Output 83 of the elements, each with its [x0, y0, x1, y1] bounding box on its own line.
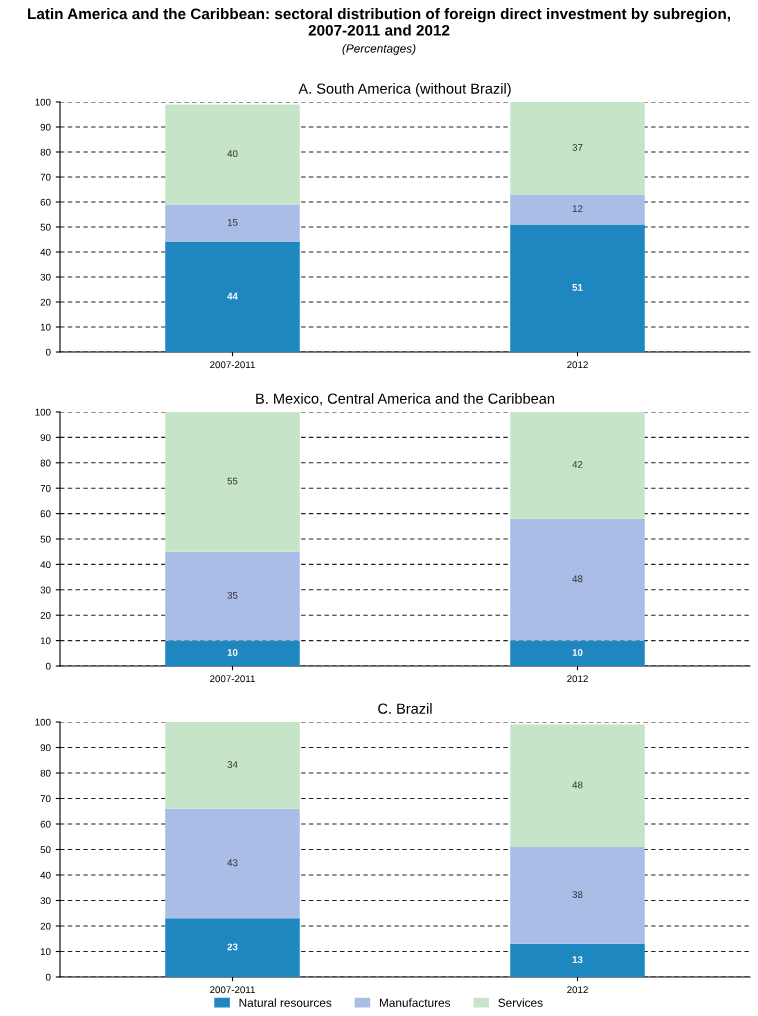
bar — [510, 224, 645, 352]
data-label: 12 — [572, 205, 583, 213]
y-tick-label: 0 — [45, 348, 51, 356]
bar — [165, 808, 300, 919]
y-tick-label: 50 — [40, 223, 51, 231]
data-label: 55 — [227, 477, 238, 485]
y-tick-label: 40 — [40, 561, 51, 569]
data-label: 37 — [572, 143, 583, 151]
data-label: 10 — [572, 649, 583, 656]
bar — [165, 551, 300, 641]
y-tick-label: 50 — [40, 846, 51, 854]
chart-title: B. Mexico, Central America and the Caribbean — [256, 393, 555, 406]
y-tick-label: 80 — [40, 148, 51, 156]
data-label: 13 — [572, 956, 583, 964]
bar — [165, 242, 300, 352]
data-label: 34 — [227, 761, 238, 768]
y-tick-label: 20 — [40, 298, 51, 306]
legend-label: Manufactures — [379, 998, 451, 1007]
y-tick-label: 0 — [45, 973, 51, 981]
x-tick-label: 2007-2011 — [210, 986, 255, 994]
bar — [510, 518, 645, 641]
y-tick-label: 20 — [40, 611, 51, 619]
data-label: 35 — [227, 591, 238, 599]
bar — [510, 194, 645, 225]
y-tick-label: 80 — [40, 769, 51, 777]
y-tick-label: 20 — [40, 922, 51, 930]
y-tick-label: 50 — [40, 535, 51, 543]
bar — [165, 412, 300, 552]
y-tick-label: 60 — [40, 198, 51, 206]
data-label: 23 — [227, 943, 238, 951]
y-tick-label: 60 — [40, 510, 51, 518]
y-tick-label: 100 — [35, 98, 51, 106]
x-tick-label: 2007-2011 — [210, 361, 255, 369]
y-tick-label: 90 — [40, 744, 51, 752]
y-tick-label: 40 — [40, 248, 51, 256]
bar — [165, 640, 300, 666]
legend-label: Services — [498, 998, 543, 1007]
data-label: 43 — [227, 859, 238, 867]
legend-label: Natural resources — [239, 998, 332, 1007]
bar — [165, 104, 300, 205]
y-tick-label: 10 — [40, 637, 51, 645]
y-tick-label: 30 — [40, 897, 51, 905]
y-tick-label: 10 — [40, 948, 51, 956]
x-tick-label: 2007-2011 — [210, 675, 255, 683]
bar — [510, 412, 645, 519]
data-label: 48 — [572, 781, 583, 789]
bar — [510, 943, 645, 977]
data-label: 38 — [572, 891, 583, 899]
data-label: 10 — [227, 649, 238, 656]
chart-title: A. South America (without Brazil) — [298, 83, 511, 97]
bar — [510, 846, 645, 944]
data-label: 40 — [227, 150, 238, 158]
y-tick-label: 70 — [40, 795, 51, 803]
y-tick-label: 0 — [45, 662, 51, 670]
y-tick-label: 90 — [40, 123, 51, 131]
y-tick-label: 40 — [40, 871, 51, 879]
y-tick-label: 10 — [40, 323, 51, 331]
y-tick-label: 80 — [40, 459, 51, 467]
y-tick-label: 70 — [40, 484, 51, 492]
y-tick-label: 60 — [40, 820, 51, 828]
bar — [510, 724, 645, 847]
x-tick-label: 2012 — [567, 675, 588, 683]
data-label: 51 — [572, 284, 583, 291]
x-tick-label: 2012 — [567, 361, 588, 369]
y-tick-label: 100 — [35, 408, 51, 416]
bar — [510, 640, 645, 666]
y-tick-label: 70 — [40, 173, 51, 181]
x-tick-label: 2012 — [567, 986, 588, 994]
bar — [165, 204, 300, 242]
chart-title: C. Brazil — [378, 703, 432, 714]
bar — [165, 722, 300, 809]
y-tick-label: 90 — [40, 434, 51, 442]
bar — [510, 102, 645, 195]
y-tick-label: 30 — [40, 586, 51, 594]
data-label: 15 — [227, 219, 238, 226]
y-tick-label: 30 — [40, 273, 51, 281]
data-label: 44 — [227, 292, 238, 300]
bar — [165, 918, 300, 977]
text: (Percentages) — [342, 44, 416, 55]
text: Latin America and the Caribbean: sectoral distribution of foreign direct investment by subregion, 2007-2011 and 2012 — [28, 8, 731, 36]
data-label: 42 — [572, 461, 583, 468]
y-tick-label: 100 — [35, 718, 51, 726]
data-label: 48 — [572, 575, 583, 583]
